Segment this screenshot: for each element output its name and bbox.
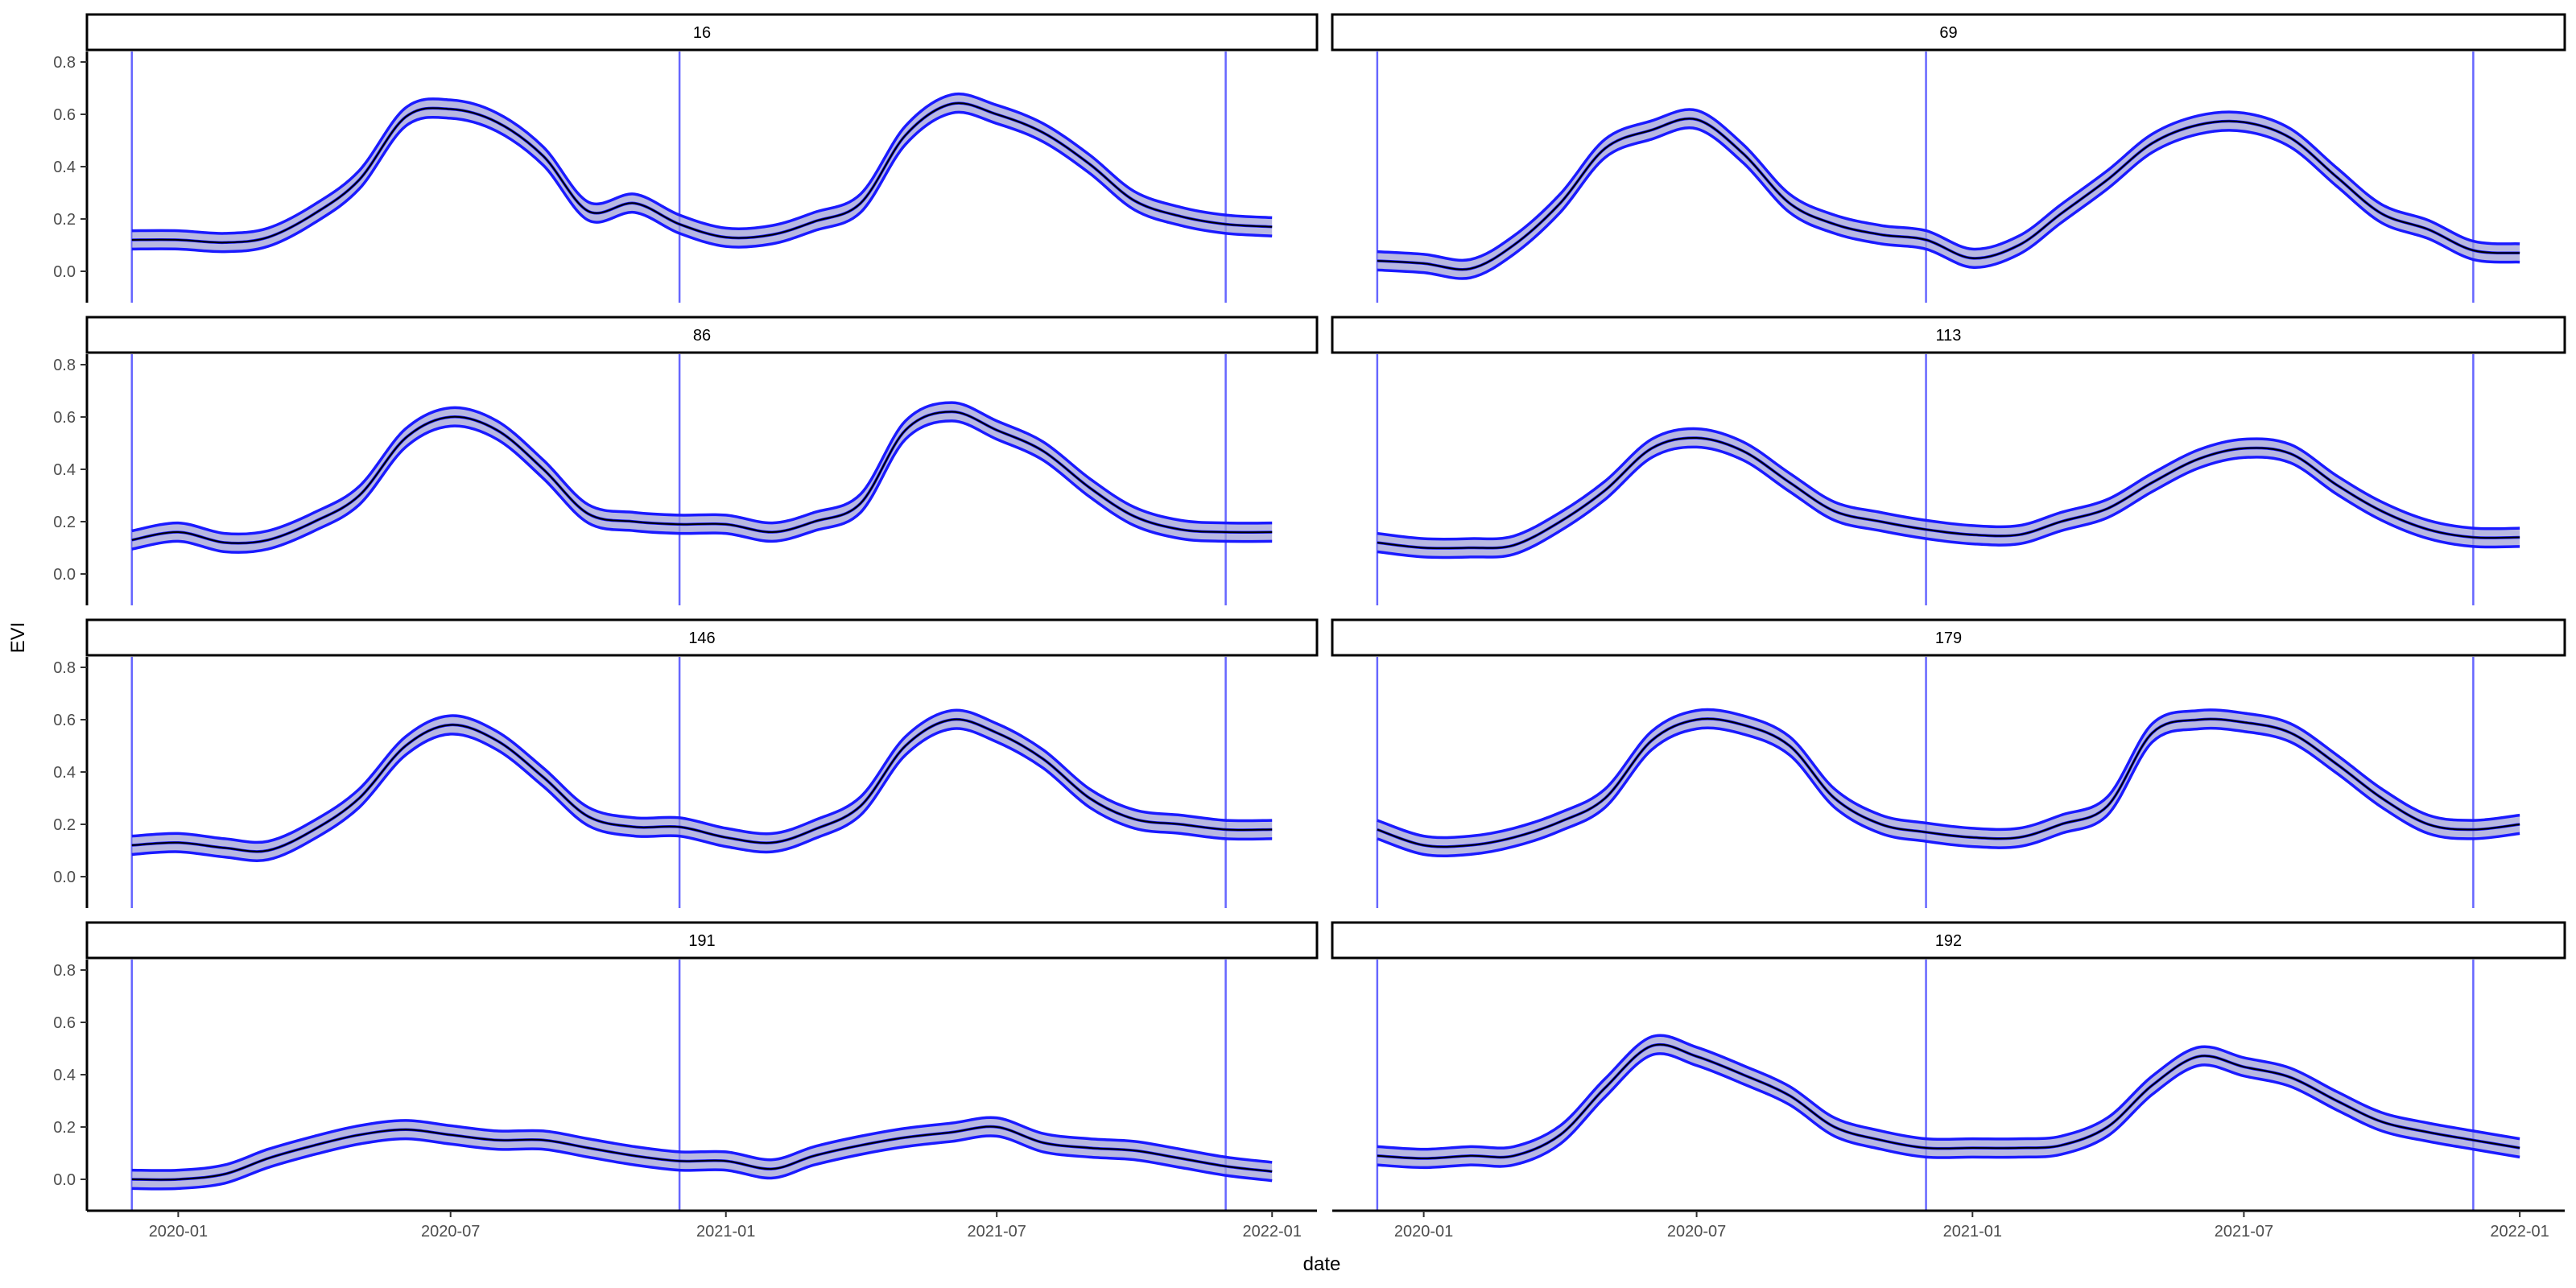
band-lower-line [131, 1134, 1273, 1191]
facet-strip-label: 69 [1939, 24, 1957, 42]
x-axis-title: date [1303, 1253, 1341, 1275]
x-tick-label: 2021-01 [1943, 1223, 2002, 1241]
facet-panel-179: 179 [1331, 618, 2566, 908]
confidence-band [1377, 109, 2520, 279]
y-tick-label: 0.6 [53, 106, 76, 124]
facet-panel-146: 146 0.0 0.2 0.4 0.6 0.8 [53, 618, 1319, 908]
facet-strip [85, 316, 1319, 354]
confidence-band [131, 710, 1273, 861]
facet-panel-191: 191 0.0 0.2 0.4 0.6 0.8 2020-01 2020-07 2021-01 2… [53, 921, 1319, 1241]
y-tick-label: 0.6 [53, 409, 76, 427]
y-tick-label: 0.6 [53, 1014, 76, 1032]
x-tick-label: 2020-01 [1394, 1223, 1453, 1241]
band-lower-line [1377, 126, 2520, 280]
facet-strip-label: 192 [1935, 932, 1962, 950]
facet-strip [1331, 13, 2566, 52]
band-upper-line [1377, 427, 2520, 541]
data-line [131, 102, 1273, 244]
facet-strip-label: 179 [1935, 630, 1962, 647]
y-tick-label: 0.4 [53, 764, 76, 782]
y-tick-label: 0.4 [53, 159, 76, 176]
band-lower-line [1377, 1052, 2520, 1170]
band-lower-line [131, 419, 1273, 554]
band-upper-line [131, 92, 1273, 235]
band-upper-line [131, 708, 1273, 844]
facet-panel-16: 16 0.0 0.2 0.4 0.6 0.8 [53, 13, 1319, 303]
band-lower-line [131, 727, 1273, 862]
band-upper-line [1377, 708, 2520, 840]
band-lower-line [1377, 726, 2520, 857]
x-tick-label: 2020-01 [149, 1223, 208, 1241]
x-tick-label: 2022-01 [1243, 1223, 1302, 1241]
confidence-band [1377, 1035, 2520, 1168]
y-tick-label: 0.4 [53, 1067, 76, 1084]
y-tick-label: 0.6 [53, 712, 76, 729]
y-axis-title: EVI [7, 622, 29, 654]
y-tick-label: 0.4 [53, 461, 76, 479]
data-line [1377, 436, 2520, 550]
facet-strip [85, 618, 1319, 657]
facet-strip-label: 113 [1936, 327, 1962, 345]
y-tick-label: 0.0 [53, 566, 76, 584]
band-upper-line [1377, 1034, 2520, 1151]
facet-strip [85, 13, 1319, 52]
facet-strip-label: 191 [688, 932, 715, 950]
x-tick-label: 2021-07 [967, 1223, 1026, 1241]
band-lower-line [1377, 445, 2520, 559]
y-tick-label: 0.8 [53, 962, 76, 980]
band-upper-line [1377, 108, 2520, 262]
data-line [1377, 118, 2520, 270]
facet-strip-label: 86 [693, 327, 711, 345]
confidence-band [131, 1117, 1273, 1189]
data-line [131, 718, 1273, 852]
x-tick-label: 2021-01 [696, 1223, 755, 1241]
facet-strip [1331, 618, 2566, 657]
y-tick-label: 0.2 [53, 211, 76, 229]
x-tick-label: 2020-07 [421, 1223, 480, 1241]
data-line [1377, 1043, 2520, 1160]
data-line [1377, 717, 2520, 848]
y-tick-label: 0.2 [53, 514, 76, 531]
y-tick-label: 0.2 [53, 816, 76, 834]
confidence-band [131, 93, 1273, 252]
y-tick-label: 0.2 [53, 1119, 76, 1137]
facet-panel-86: 86 0.0 0.2 0.4 0.6 0.8 [53, 316, 1319, 605]
facet-strip-label: 146 [688, 630, 715, 647]
y-tick-label: 0.8 [53, 54, 76, 72]
y-tick-label: 0.0 [53, 869, 76, 886]
facet-strip [1331, 316, 2566, 354]
facet-strip [85, 921, 1319, 960]
x-tick-label: 2022-01 [2490, 1223, 2549, 1241]
facet-panel-113: 113 [1331, 316, 2566, 605]
x-tick-label: 2020-07 [1667, 1223, 1726, 1241]
facet-strip [1331, 921, 2566, 960]
y-tick-label: 0.8 [53, 659, 76, 677]
confidence-band [131, 402, 1273, 553]
y-tick-label: 0.0 [53, 263, 76, 281]
y-tick-label: 0.8 [53, 357, 76, 374]
y-tick-label: 0.0 [53, 1171, 76, 1189]
data-line [131, 411, 1273, 544]
facet-panel-69: 69 [1331, 13, 2566, 303]
band-upper-line [131, 401, 1273, 536]
facet-strip-label: 16 [693, 24, 711, 42]
band-lower-line [131, 110, 1273, 254]
band-upper-line [131, 1116, 1273, 1172]
facet-panel-192: 192 2020-01 2020-07 2021-01 2021-07 2022-01 [1331, 921, 2566, 1241]
data-line [131, 1125, 1273, 1181]
x-tick-label: 2021-07 [2215, 1223, 2273, 1241]
